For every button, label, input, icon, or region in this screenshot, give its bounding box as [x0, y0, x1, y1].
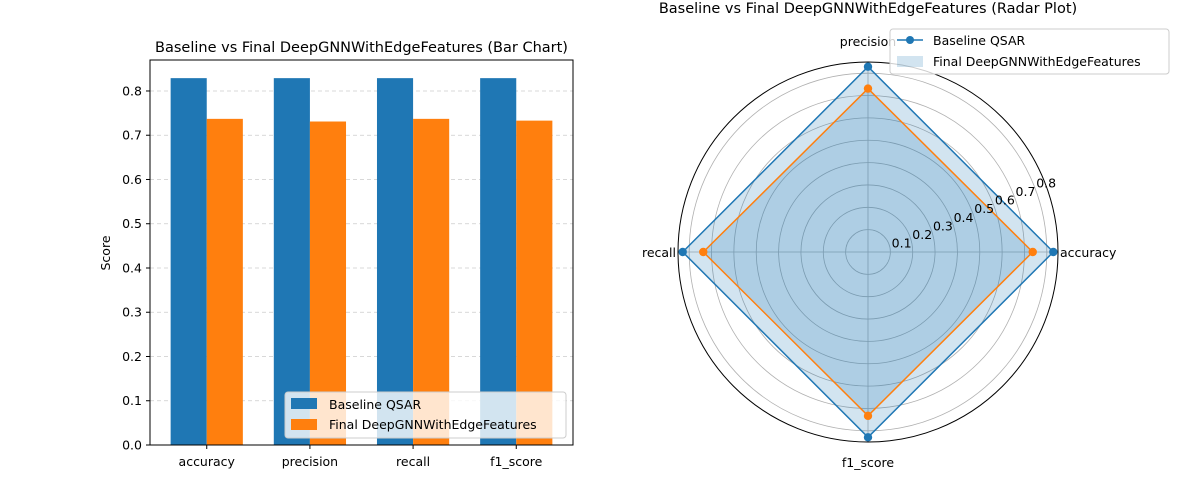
- radar-chart: Baseline vs Final DeepGNNWithEdgeFeature…: [642, 1, 1170, 470]
- radar-point-final-recall: [699, 247, 708, 257]
- bar-legend-label-final: Final DeepGNNWithEdgeFeatures: [329, 417, 537, 432]
- bar-final-precision: [309, 121, 347, 445]
- bar-final-f1_score: [516, 120, 553, 445]
- radar-category-label-f1_score: f1_score: [842, 455, 895, 470]
- radar-outer-frame: [677, 61, 1059, 443]
- radar-chart-title: Baseline vs Final DeepGNNWithEdgeFeature…: [659, 1, 1077, 17]
- bar-y-tick-label: 0.7: [122, 128, 142, 143]
- bar-series: [170, 78, 553, 445]
- bar-chart-title: Baseline vs Final DeepGNNWithEdgeFeature…: [155, 40, 568, 56]
- bar-x-tick-label: accuracy: [179, 454, 236, 469]
- radar-legend-swatch-final: [897, 56, 923, 67]
- radar-legend: Baseline QSAR Final DeepGNNWithEdgeFeatu…: [889, 28, 1170, 75]
- radar-point-final-f1_score: [863, 411, 873, 421]
- radar-point-baseline-recall: [678, 247, 687, 257]
- bar-legend-swatch-baseline: [291, 398, 317, 409]
- radar-point-baseline-accuracy: [1049, 247, 1058, 257]
- bar-legend-label-baseline: Baseline QSAR: [329, 397, 422, 412]
- bar-y-tick-label: 0.6: [122, 172, 142, 187]
- bar-x-tick-label: f1_score: [490, 454, 543, 469]
- radar-point-baseline-precision: [863, 62, 873, 71]
- radar-radial-ticks: 0.10.20.30.40.50.60.70.8: [892, 176, 1056, 251]
- bar-y-tick-label: 0.4: [122, 260, 142, 275]
- bar-chart: Baseline vs Final DeepGNNWithEdgeFeature…: [98, 40, 574, 469]
- radar-r-tick-label: 0.6: [995, 193, 1015, 208]
- radar-r-tick-label: 0.3: [933, 218, 953, 233]
- radar-series: [678, 62, 1058, 442]
- radar-legend-label-final: Final DeepGNNWithEdgeFeatures: [933, 54, 1141, 69]
- radar-category-labels: accuracy precision recall f1_score: [642, 34, 1117, 470]
- radar-legend-label-baseline: Baseline QSAR: [933, 33, 1026, 48]
- radar-r-tick-label: 0.5: [974, 201, 994, 216]
- bar-x-tick-label: recall: [396, 454, 430, 469]
- bar-legend: Baseline QSAR Final DeepGNNWithEdgeFeatu…: [284, 391, 567, 439]
- radar-legend-marker-baseline: [906, 36, 914, 44]
- bar-y-tick-label: 0.8: [122, 83, 142, 98]
- bar-legend-box: [284, 391, 567, 439]
- radar-category-label-accuracy: accuracy: [1060, 245, 1117, 260]
- radar-category-label-recall: recall: [642, 245, 676, 260]
- bar-final-recall: [413, 118, 450, 445]
- radar-r-tick-label: 0.1: [892, 235, 912, 250]
- bar-y-axis-label: Score: [98, 235, 113, 270]
- radar-legend-box: [889, 28, 1170, 75]
- bar-legend-swatch-final: [291, 419, 317, 430]
- bar-y-tick-label: 0.2: [122, 349, 142, 364]
- radar-r-tick-label: 0.2: [912, 227, 932, 242]
- bar-baseline-accuracy: [170, 78, 207, 445]
- bar-plot-frame: [149, 59, 574, 446]
- bar-y-tick-label: 0.5: [122, 216, 142, 231]
- bar-y-ticks: 0.0 0.1 0.2 0.3 0.4 0.5 0.6 0.7 0.8: [122, 83, 150, 453]
- bar-x-ticks: accuracy precision recall f1_score: [179, 445, 543, 469]
- bar-y-tick-label: 0.3: [122, 305, 142, 320]
- bar-y-tick-label: 0.0: [122, 438, 142, 453]
- bar-baseline-precision: [273, 78, 310, 445]
- bar-x-tick-label: precision: [282, 454, 338, 469]
- bar-final-accuracy: [206, 118, 243, 445]
- radar-category-label-precision: precision: [840, 34, 896, 49]
- radar-point-baseline-f1_score: [863, 433, 873, 442]
- radar-point-final-accuracy: [1028, 247, 1037, 257]
- radar-r-tick-label: 0.4: [954, 210, 974, 225]
- radar-fill-final: [703, 88, 1033, 416]
- bar-baseline-f1_score: [480, 78, 517, 445]
- radar-gridlines: [677, 61, 1059, 443]
- radar-r-tick-label: 0.7: [1016, 184, 1036, 199]
- bar-baseline-recall: [376, 78, 414, 445]
- radar-r-tick-label: 0.8: [1036, 176, 1056, 191]
- bar-y-tick-label: 0.1: [122, 393, 142, 408]
- radar-point-final-precision: [863, 84, 873, 93]
